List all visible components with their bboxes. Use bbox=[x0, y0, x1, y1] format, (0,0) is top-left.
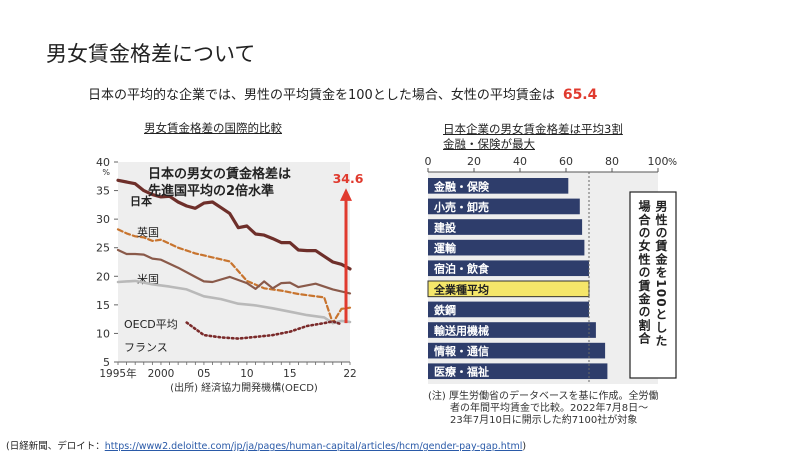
y-tick-label: 25 bbox=[96, 242, 110, 255]
series-line-日本 bbox=[116, 178, 352, 271]
y-tick-label: 30 bbox=[96, 213, 110, 226]
gap-arrow-head bbox=[340, 188, 352, 201]
bar-運輸 bbox=[428, 239, 585, 256]
bar-label-鉄鋼: 鉄鋼 bbox=[434, 303, 456, 317]
lead-text: 日本の平均的な企業では、男性の平均賃金を100とした場合、女性の平均賃金は bbox=[88, 88, 555, 103]
bar-x-tick-label: 60 bbox=[559, 155, 573, 168]
series-label-フランス: フランス bbox=[124, 341, 168, 354]
bar-label-情報・通信: 情報・通信 bbox=[434, 344, 489, 358]
footer-link[interactable]: https://www2.deloitte.com/jp/ja/pages/hu… bbox=[104, 441, 523, 452]
bar-鉄鋼 bbox=[428, 301, 589, 318]
bar-情報・通信 bbox=[428, 342, 606, 359]
footer-source: (日経新聞、デロイト：https://www2.deloitte.com/jp/… bbox=[6, 438, 526, 452]
axis-label-box bbox=[629, 191, 677, 379]
gap-value-label: 34.6 bbox=[333, 171, 364, 186]
lead-sentence: 日本の平均的な企業では、男性の平均賃金を100とした場合、女性の平均賃金は 65.… bbox=[88, 84, 597, 103]
bar-label-全業種平均: 全業種平均 bbox=[433, 282, 489, 296]
right-chart-title: 日本企業の男女賃金格差は平均3割 金融・保険が最大 bbox=[443, 122, 623, 152]
bar-label-輸送用機械: 輸送用機械 bbox=[434, 324, 489, 338]
axis-label-column-2: 場合の女性の賃金の割合 bbox=[637, 199, 651, 346]
line-chart-source: (出所) 経済協力開発機構(OECD) bbox=[170, 381, 318, 394]
x-tick-label: 05 bbox=[197, 368, 210, 380]
bar-x-tick-label: 20 bbox=[467, 155, 481, 168]
y-tick-label: 5 bbox=[103, 356, 110, 369]
y-tick-label: 35 bbox=[96, 185, 110, 198]
x-tick-label: 10 bbox=[240, 368, 253, 380]
x-tick-label: 22 bbox=[343, 368, 356, 380]
bar-x-tick-label: 0 bbox=[425, 155, 432, 168]
series-line-米国 bbox=[116, 248, 352, 295]
bar-金融・保険 bbox=[428, 178, 569, 194]
x-tick-label: 1995年 bbox=[99, 367, 136, 380]
series-line-英国 bbox=[116, 228, 352, 325]
footer-suffix: ) bbox=[522, 441, 527, 452]
bar-label-建設: 建設 bbox=[434, 221, 457, 235]
y-tick-label: 15 bbox=[96, 299, 110, 312]
bar-label-小売・卸売: 小売・卸売 bbox=[433, 200, 489, 214]
left-chart-title: 男女賃金格差の国際的比較 bbox=[144, 121, 282, 135]
series-label-日本: 日本 bbox=[130, 194, 152, 208]
series-label-英国: 英国 bbox=[137, 225, 159, 239]
annotation-heading-2: 先進国平均の2倍水準 bbox=[148, 183, 274, 199]
footer-prefix: (日経新聞、デロイト： bbox=[6, 441, 105, 452]
bar-医療・福祉 bbox=[428, 363, 608, 380]
bar-label-宿泊・飲食: 宿泊・飲食 bbox=[434, 262, 490, 276]
right-chart-subtitle: 金融・保険が最大 bbox=[443, 137, 535, 151]
bar-x-tick-label: 40 bbox=[513, 155, 527, 168]
x-tick-label: 2000 bbox=[148, 368, 175, 380]
bar-小売・卸売 bbox=[428, 198, 580, 215]
right-chart-heading: 日本企業の男女賃金格差は平均3割 bbox=[443, 122, 623, 136]
y-tick-label: 40 bbox=[96, 156, 110, 169]
bar-label-金融・保険: 金融・保険 bbox=[433, 179, 490, 193]
bar-label-医療・福祉: 医療・福祉 bbox=[434, 365, 489, 379]
bar-chart-note-2: 者の年間平均賃金で比較。2022年7月8日～ bbox=[450, 401, 648, 414]
slide-title: 男女賃金格差について bbox=[46, 42, 256, 66]
axis-label-column-1: 男性の賃金を100とした bbox=[654, 200, 668, 348]
bar-x-tick-label: 100 bbox=[648, 155, 669, 168]
y-axis-unit: % bbox=[102, 168, 110, 177]
bar-chart-note-3: 23年7月10日に開示した約7100社が対象 bbox=[450, 413, 637, 426]
series-line-フランス bbox=[185, 320, 343, 340]
bar-x-unit: % bbox=[668, 157, 677, 168]
bar-輸送用機械 bbox=[428, 322, 596, 338]
series-label-OECD平均: OECD平均 bbox=[124, 318, 178, 331]
annotation-heading-1: 日本の男女の賃金格差は bbox=[148, 166, 291, 182]
bar-建設 bbox=[428, 219, 583, 235]
y-tick-label: 10 bbox=[96, 327, 110, 340]
bar-label-運輸: 運輸 bbox=[434, 241, 457, 255]
bar-x-tick-label: 80 bbox=[605, 155, 619, 168]
series-line-OECD平均 bbox=[116, 279, 352, 325]
x-tick-label: 15 bbox=[283, 368, 296, 380]
bar-chart-note-1: (注) 厚生労働省のデータベースを基に作成。全労働 bbox=[428, 389, 658, 402]
lead-value: 65.4 bbox=[562, 87, 598, 103]
y-tick-label: 20 bbox=[96, 270, 110, 283]
bar-宿泊・飲食 bbox=[428, 260, 589, 277]
